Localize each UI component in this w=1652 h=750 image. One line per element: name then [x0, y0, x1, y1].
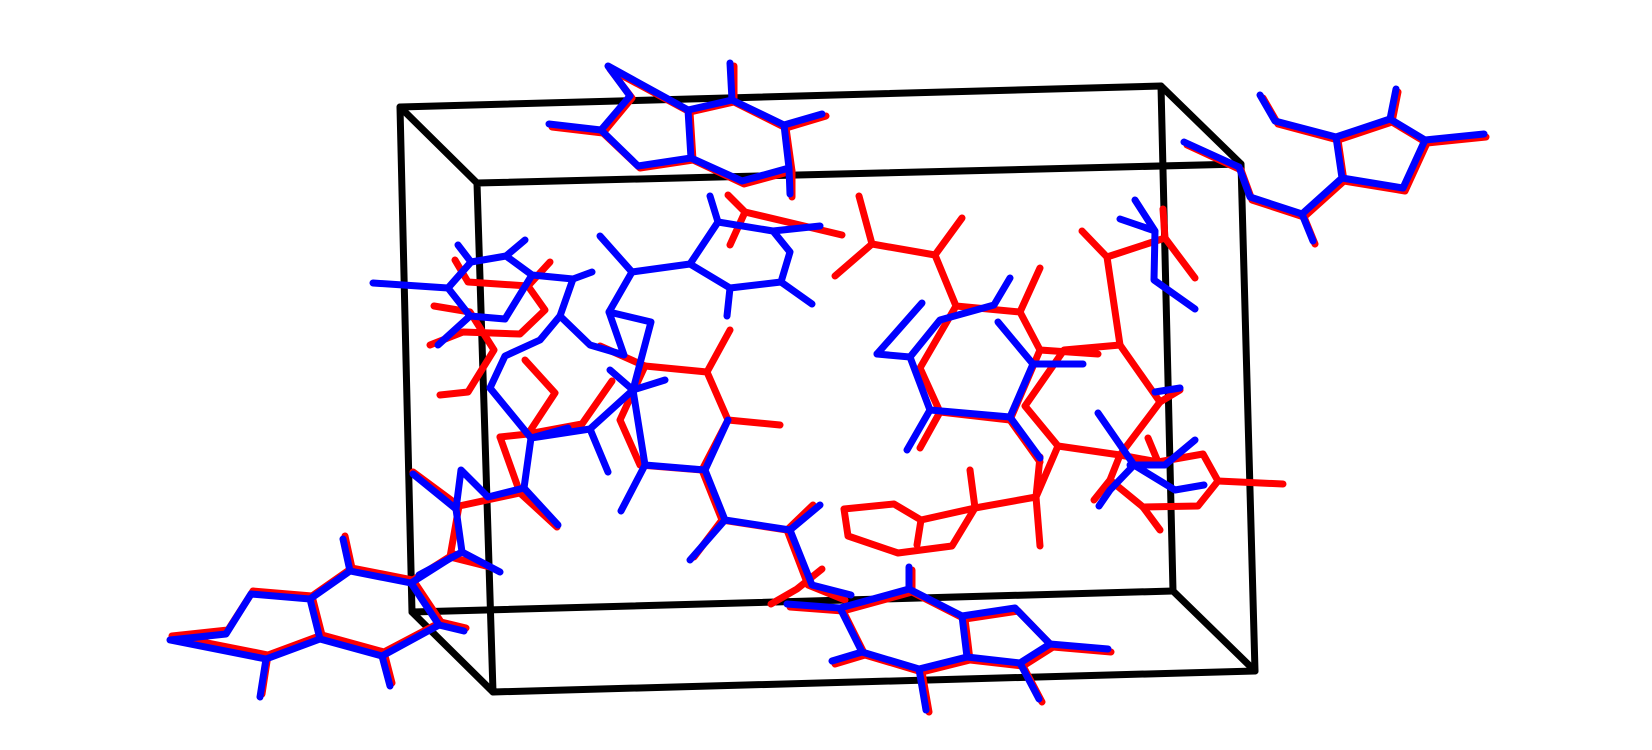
- unit-cell-box: [396, 82, 1259, 696]
- molecule-overlay-red: [168, 62, 1490, 716]
- molecule-overlay-blue: [166, 59, 1488, 714]
